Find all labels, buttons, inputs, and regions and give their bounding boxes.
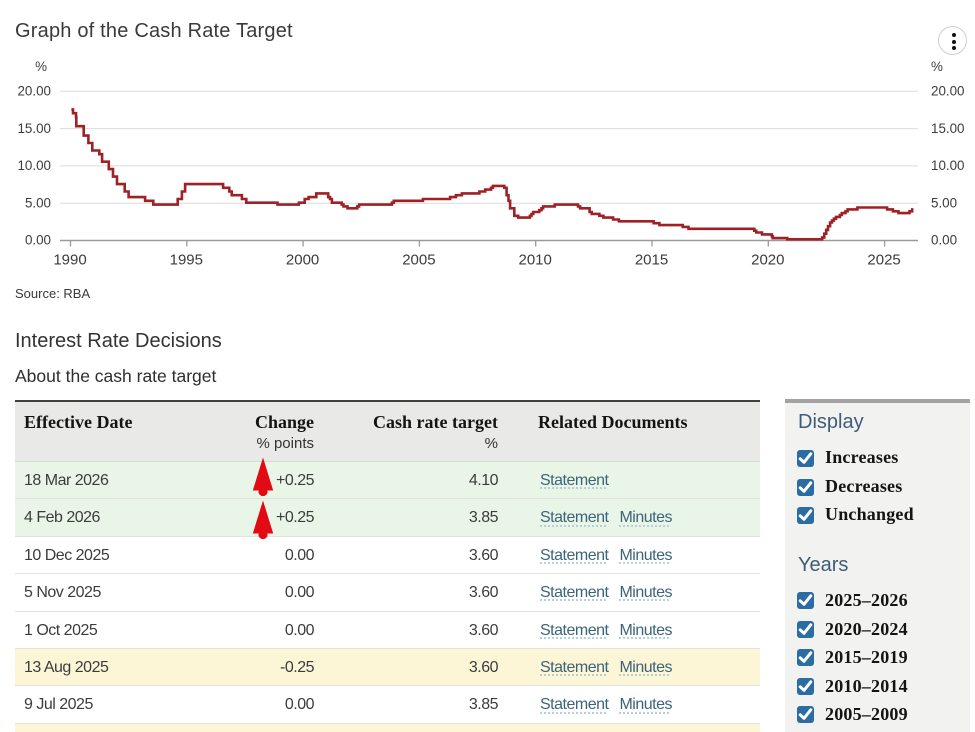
svg-text:2015: 2015	[635, 252, 668, 269]
svg-text:10.00: 10.00	[931, 158, 965, 173]
svg-text:5.00: 5.00	[25, 195, 51, 210]
svg-text:15.00: 15.00	[17, 121, 51, 136]
svg-text:0.00: 0.00	[931, 233, 957, 248]
svg-text:20.00: 20.00	[931, 84, 965, 99]
svg-text:2000: 2000	[286, 252, 319, 269]
svg-text:15.00: 15.00	[931, 121, 965, 136]
svg-text:%: %	[35, 59, 47, 74]
svg-text:%: %	[931, 59, 943, 74]
svg-text:1995: 1995	[170, 252, 203, 269]
svg-text:2020: 2020	[751, 252, 784, 269]
svg-text:0.00: 0.00	[25, 233, 51, 248]
svg-text:2010: 2010	[519, 252, 552, 269]
svg-text:2025: 2025	[867, 252, 900, 269]
svg-text:2005: 2005	[402, 252, 435, 269]
svg-text:5.00: 5.00	[931, 195, 957, 210]
svg-text:1990: 1990	[53, 252, 86, 269]
svg-text:10.00: 10.00	[17, 158, 51, 173]
svg-text:20.00: 20.00	[17, 84, 51, 99]
